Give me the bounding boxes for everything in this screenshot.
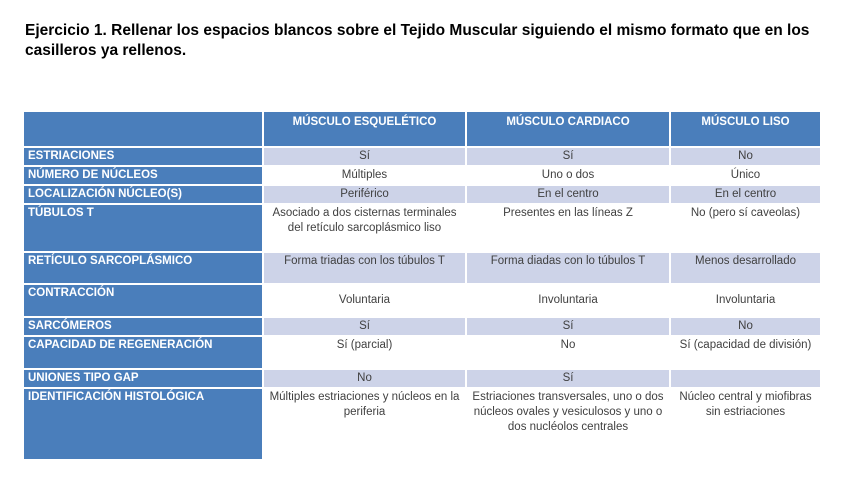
table-cell[interactable]: Presentes en las líneas Z bbox=[465, 203, 671, 253]
table-cell[interactable]: Múltiples estriaciones y núcleos en la p… bbox=[262, 387, 467, 461]
table-cell[interactable]: No bbox=[669, 146, 822, 167]
table-row: LOCALIZACIÓN NÚCLEO(S) Periférico En el ce… bbox=[22, 184, 822, 205]
table-cell[interactable]: No bbox=[465, 335, 671, 370]
row-header: TÚBULOS T bbox=[22, 203, 264, 253]
column-header: MÚSCULO LISO bbox=[669, 110, 822, 148]
table-cell[interactable]: Sí bbox=[465, 368, 671, 389]
corner-header-cell bbox=[22, 110, 264, 148]
table-cell[interactable]: Núcleo central y miofibras sin estriacio… bbox=[669, 387, 822, 461]
table-cell[interactable]: Uno o dos bbox=[465, 165, 671, 186]
table-cell[interactable]: Involuntaria bbox=[465, 283, 671, 318]
table-cell[interactable]: Sí (capacidad de división) bbox=[669, 335, 822, 370]
table-cell[interactable]: Forma diadas con lo túbulos T bbox=[465, 251, 671, 285]
row-header: NÚMERO DE NÚCLEOS bbox=[22, 165, 264, 186]
table-cell[interactable]: Asociado a dos cisternas terminales del … bbox=[262, 203, 467, 253]
header-row: MÚSCULO ESQUELÉTICO MÚSCULO CARDIACO MÚSCU… bbox=[22, 110, 822, 148]
row-header: UNIONES TIPO GAP bbox=[22, 368, 264, 389]
table-cell[interactable]: En el centro bbox=[669, 184, 822, 205]
table-cell[interactable]: Involuntaria bbox=[669, 283, 822, 318]
table-cell[interactable]: Estriaciones transversales, uno o dos nú… bbox=[465, 387, 671, 461]
table-row: CONTRACCIÓN Voluntaria Involuntaria Involun… bbox=[22, 283, 822, 318]
table-cell[interactable]: Sí bbox=[262, 316, 467, 337]
table-row: RETÍCULO SARCOPLÁSMICO Forma triadas con … bbox=[22, 251, 822, 285]
table-cell[interactable]: No bbox=[262, 368, 467, 389]
table-cell[interactable]: Sí bbox=[262, 146, 467, 167]
table-cell[interactable]: Sí bbox=[465, 316, 671, 337]
table-cell[interactable]: Voluntaria bbox=[262, 283, 467, 318]
table-cell[interactable]: Único bbox=[669, 165, 822, 186]
table-cell[interactable]: En el centro bbox=[465, 184, 671, 205]
muscle-tissue-table: MÚSCULO ESQUELÉTICO MÚSCULO CARDIACO MÚSCU… bbox=[22, 110, 822, 461]
table-row: UNIONES TIPO GAP No Sí bbox=[22, 368, 822, 389]
row-header: SARCÓMEROS bbox=[22, 316, 264, 337]
table-cell[interactable]: No bbox=[669, 316, 822, 337]
row-header: LOCALIZACIÓN NÚCLEO(S) bbox=[22, 184, 264, 205]
table-cell[interactable]: No (pero sí caveolas) bbox=[669, 203, 822, 253]
row-header: CAPACIDAD DE REGENERACIÓN bbox=[22, 335, 264, 370]
table-cell[interactable]: Forma triadas con los túbulos T bbox=[262, 251, 467, 285]
table-cell[interactable] bbox=[669, 368, 822, 389]
row-header: ESTRIACIONES bbox=[22, 146, 264, 167]
muscle-tissue-table-container: MÚSCULO ESQUELÉTICO MÚSCULO CARDIACO MÚSCU… bbox=[22, 110, 822, 461]
table-cell[interactable]: Múltiples bbox=[262, 165, 467, 186]
row-header: IDENTIFICACIÓN HISTOLÓGICA bbox=[22, 387, 264, 461]
table-row: TÚBULOS T Asociado a dos cisternas termin… bbox=[22, 203, 822, 253]
table-cell[interactable]: Menos desarrollado bbox=[669, 251, 822, 285]
column-header: MÚSCULO ESQUELÉTICO bbox=[262, 110, 467, 148]
table-row: IDENTIFICACIÓN HISTOLÓGICA Múltiples estr… bbox=[22, 387, 822, 461]
table-cell[interactable]: Sí bbox=[465, 146, 671, 167]
table-row: SARCÓMEROS Sí Sí No bbox=[22, 316, 822, 337]
row-header: CONTRACCIÓN bbox=[22, 283, 264, 318]
table-row: NÚMERO DE NÚCLEOS Múltiples Uno o dos Único bbox=[22, 165, 822, 186]
column-header: MÚSCULO CARDIACO bbox=[465, 110, 671, 148]
exercise-title: Ejercicio 1. Rellenar los espacios blanc… bbox=[25, 22, 810, 60]
table-cell[interactable]: Periférico bbox=[262, 184, 467, 205]
row-header: RETÍCULO SARCOPLÁSMICO bbox=[22, 251, 264, 285]
table-row: ESTRIACIONES Sí Sí No bbox=[22, 146, 822, 167]
table-row: CAPACIDAD DE REGENERACIÓN Sí (parcial) No S… bbox=[22, 335, 822, 370]
table-cell[interactable]: Sí (parcial) bbox=[262, 335, 467, 370]
